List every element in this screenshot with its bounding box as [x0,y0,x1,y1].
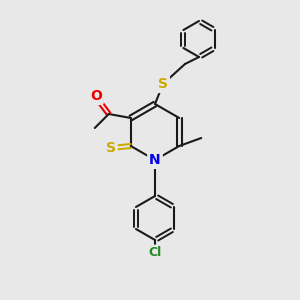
Text: O: O [90,89,102,103]
Text: S: S [106,141,116,155]
Text: S: S [158,77,168,91]
Text: N: N [149,153,161,167]
Text: Cl: Cl [148,247,162,260]
